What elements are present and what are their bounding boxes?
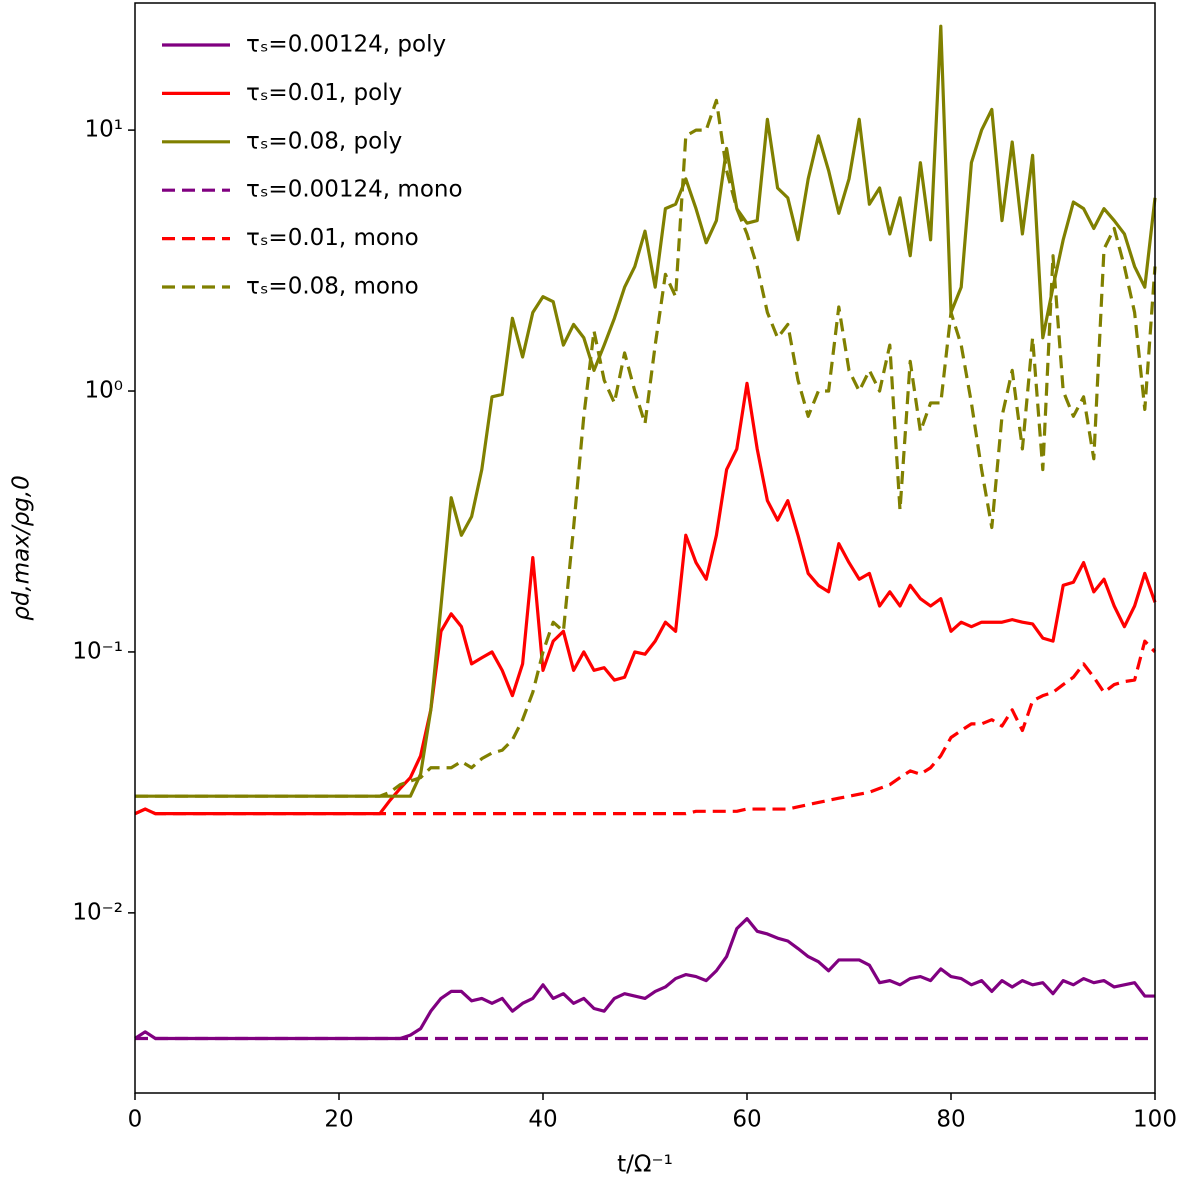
series-line (134, 917, 1155, 1041)
x-tick-label: 20 (324, 1107, 353, 1133)
x-axis-label: t/Ω⁻¹ (617, 1152, 673, 1178)
x-tick-label: 100 (1133, 1107, 1177, 1133)
legend-label: τₛ=0.00124, mono (246, 177, 463, 203)
x-tick-label: 40 (528, 1107, 557, 1133)
series-line (134, 381, 1157, 816)
x-tick-label: 80 (936, 1107, 965, 1133)
y-tick-label: 10⁻² (72, 899, 123, 925)
x-tick-label: 60 (732, 1107, 761, 1133)
legend-label: τₛ=0.08, mono (246, 274, 419, 300)
legend-label: τₛ=0.01, mono (246, 225, 419, 251)
y-tick-label: 10⁰ (85, 378, 124, 404)
plot-frame (134, 2, 1156, 1094)
y-tick-label: 10⁻¹ (72, 638, 123, 664)
x-tick-label: 0 (128, 1107, 143, 1133)
y-axis-label: ρd,max/ρg,0 (9, 475, 35, 621)
y-tick-label: 10¹ (85, 117, 124, 143)
legend-label: τₛ=0.00124, poly (246, 32, 446, 58)
legend-label: τₛ=0.08, poly (246, 128, 402, 154)
series-line (134, 639, 1157, 816)
series-line (135, 98, 1157, 798)
legend-label: τₛ=0.01, poly (246, 80, 402, 106)
